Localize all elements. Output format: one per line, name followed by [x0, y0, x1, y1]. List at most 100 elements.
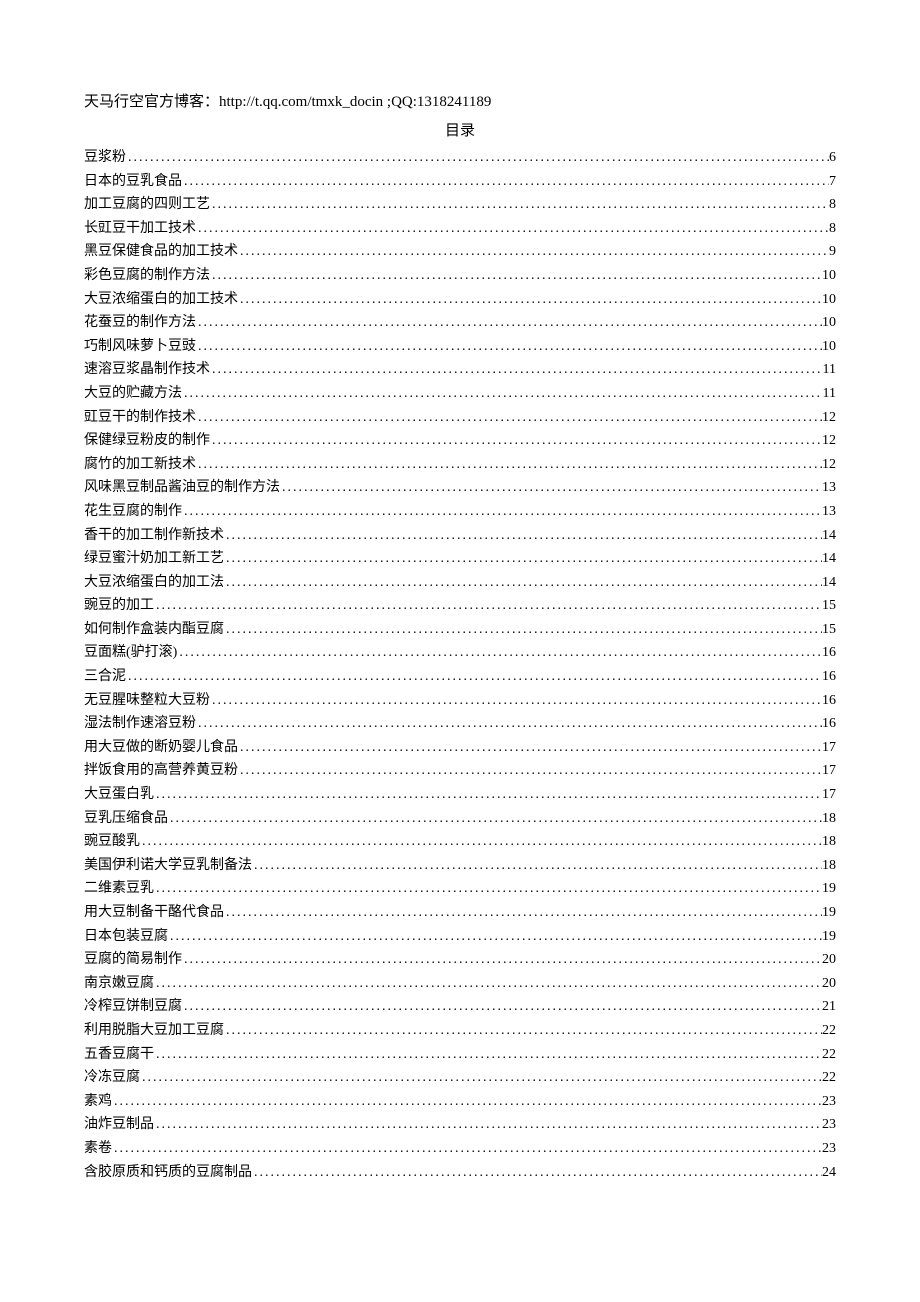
toc-item: 大豆的贮藏方法11 — [84, 382, 836, 406]
toc-item-page: 15 — [822, 594, 836, 618]
toc-item-label: 三合泥 — [84, 665, 126, 689]
toc-item-label: 保健绿豆粉皮的制作 — [84, 429, 210, 453]
toc-item-label: 黑豆保健食品的加工技术 — [84, 240, 238, 264]
toc-item: 黑豆保健食品的加工技术 9 — [84, 240, 836, 264]
toc-item-page: 6 — [829, 146, 836, 170]
toc-dots — [224, 571, 822, 595]
toc-dots — [112, 1137, 822, 1161]
toc-dots — [210, 358, 823, 382]
toc-dots — [182, 382, 823, 406]
toc-item-page: 10 — [822, 335, 836, 359]
toc-item-label: 素鸡 — [84, 1090, 112, 1114]
toc-dots — [154, 877, 822, 901]
toc-dots — [126, 146, 829, 170]
toc-item-label: 加工豆腐的四则工艺 — [84, 193, 210, 217]
toc-item: 拌饭食用的高营养黄豆粉17 — [84, 759, 836, 783]
toc-dots — [238, 240, 829, 264]
toc-item-label: 大豆蛋白乳 — [84, 783, 154, 807]
toc-item-page: 9 — [829, 240, 836, 264]
toc-item-page: 8 — [829, 217, 836, 241]
toc-item-page: 7 — [829, 170, 836, 194]
toc-item-page: 14 — [822, 571, 836, 595]
toc-item-label: 用大豆做的断奶婴儿食品 — [84, 736, 238, 760]
toc-dots — [252, 1161, 822, 1185]
toc-dots — [196, 311, 822, 335]
toc-dots — [224, 618, 822, 642]
toc-item-page: 13 — [822, 476, 836, 500]
toc-item: 大豆蛋白乳 17 — [84, 783, 836, 807]
toc-item-page: 10 — [822, 288, 836, 312]
toc-item-label: 冷榨豆饼制豆腐 — [84, 995, 182, 1019]
toc-item: 用大豆做的断奶婴儿食品17 — [84, 736, 836, 760]
toc-item: 速溶豆浆晶制作技术11 — [84, 358, 836, 382]
toc-item: 豆乳压缩食品18 — [84, 807, 836, 831]
toc-item-label: 日本包装豆腐 — [84, 925, 168, 949]
toc-item-page: 23 — [822, 1137, 836, 1161]
toc-item-label: 香干的加工制作新技术 — [84, 524, 224, 548]
toc-dots — [154, 972, 822, 996]
toc-item: 素卷23 — [84, 1137, 836, 1161]
toc-dots — [154, 783, 822, 807]
toc-item: 日本的豆乳食品 7 — [84, 170, 836, 194]
toc-dots — [182, 948, 822, 972]
toc-item: 大豆浓缩蛋白的加工法14 — [84, 571, 836, 595]
toc-item-label: 大豆的贮藏方法 — [84, 382, 182, 406]
toc-item: 花蚕豆的制作方法10 — [84, 311, 836, 335]
toc-item-label: 五香豆腐干 — [84, 1043, 154, 1067]
toc-item-label: 大豆浓缩蛋白的加工技术 — [84, 288, 238, 312]
toc-item: 南京嫩豆腐20 — [84, 972, 836, 996]
toc-item: 香干的加工制作新技术 14 — [84, 524, 836, 548]
toc-item: 含胶原质和钙质的豆腐制品24 — [84, 1161, 836, 1185]
toc-item: 风味黑豆制品酱油豆的制作方法 13 — [84, 476, 836, 500]
toc-item-page: 22 — [822, 1019, 836, 1043]
toc-item-label: 豆腐的简易制作 — [84, 948, 182, 972]
toc-item-page: 20 — [822, 972, 836, 996]
toc-item: 日本包装豆腐19 — [84, 925, 836, 949]
toc-dots — [154, 1113, 822, 1137]
toc-dots — [224, 901, 822, 925]
toc-dots — [126, 665, 822, 689]
toc-item-page: 13 — [822, 500, 836, 524]
toc-item-label: 美国伊利诺大学豆乳制备法 — [84, 854, 252, 878]
toc-item-page: 17 — [822, 783, 836, 807]
toc-dots — [177, 641, 822, 665]
toc-dots — [182, 995, 822, 1019]
toc-dots — [196, 406, 822, 430]
toc-dots — [252, 854, 822, 878]
toc-item-label: 巧制风味萝卜豆豉 — [84, 335, 196, 359]
toc-item-label: 用大豆制备干酪代食品 — [84, 901, 224, 925]
toc-dots — [280, 476, 822, 500]
toc-dots — [168, 925, 822, 949]
toc-item-page: 10 — [822, 264, 836, 288]
toc-dots — [224, 547, 822, 571]
toc-dots — [210, 689, 822, 713]
toc-dots — [196, 712, 822, 736]
toc-item-label: 二维素豆乳 — [84, 877, 154, 901]
toc-item-label: 腐竹的加工新技术 — [84, 453, 196, 477]
toc-item-page: 14 — [822, 524, 836, 548]
toc-item-label: 豌豆酸乳 — [84, 830, 140, 854]
toc-item-label: 豆面糕(驴打滚) — [84, 641, 177, 665]
toc-item: 花生豆腐的制作13 — [84, 500, 836, 524]
toc-item: 绿豆蜜汁奶加工新工艺14 — [84, 547, 836, 571]
toc-item-page: 19 — [822, 877, 836, 901]
toc-item-label: 日本的豆乳食品 — [84, 170, 182, 194]
toc-item-label: 花蚕豆的制作方法 — [84, 311, 196, 335]
toc-item-page: 12 — [822, 406, 836, 430]
toc-title: 目录 — [84, 119, 836, 140]
toc-item-page: 12 — [822, 429, 836, 453]
toc-dots — [224, 524, 822, 548]
toc-item-label: 豇豆干的制作技术 — [84, 406, 196, 430]
toc-dots — [182, 500, 822, 524]
toc-item-page: 16 — [822, 689, 836, 713]
toc-item-label: 油炸豆制品 — [84, 1113, 154, 1137]
toc-item: 豇豆干的制作技术 12 — [84, 406, 836, 430]
toc-item: 利用脱脂大豆加工豆腐22 — [84, 1019, 836, 1043]
toc-item: 五香豆腐干22 — [84, 1043, 836, 1067]
toc-item: 腐竹的加工新技术 12 — [84, 453, 836, 477]
toc-dots — [196, 335, 822, 359]
toc-item-page: 12 — [822, 453, 836, 477]
toc-item: 豌豆的加工15 — [84, 594, 836, 618]
toc-item-label: 如何制作盒装内酯豆腐 — [84, 618, 224, 642]
toc-item-label: 风味黑豆制品酱油豆的制作方法 — [84, 476, 280, 500]
